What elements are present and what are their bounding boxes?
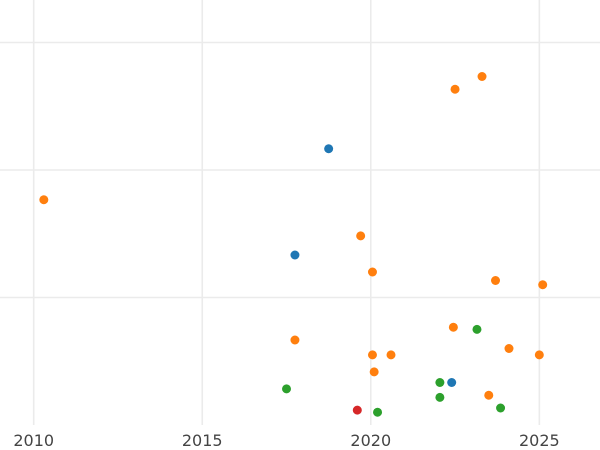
data-point-red (352, 405, 362, 415)
data-point-orange (290, 335, 300, 345)
data-point-orange (369, 367, 379, 377)
data-point-orange (356, 231, 366, 241)
data-point-green (472, 324, 482, 334)
data-point-green (373, 407, 383, 417)
data-point-green (435, 378, 445, 387)
data-point-orange (367, 267, 377, 277)
x-tick-label: 2025 (519, 431, 560, 450)
x-tick-label: 2015 (182, 431, 223, 450)
data-point-orange (504, 344, 514, 353)
data-point-orange (450, 84, 460, 94)
data-point-green (435, 392, 445, 402)
data-point-blue (447, 378, 457, 387)
data-point-orange (367, 350, 377, 360)
data-point-orange (484, 390, 494, 400)
data-point-orange (39, 195, 49, 205)
data-point-orange (477, 72, 487, 81)
data-point-green (282, 384, 292, 394)
data-point-blue (324, 144, 334, 154)
x-axis-tick-labels: 2010 2015 2020 2025 (13, 431, 559, 450)
x-tick-label: 2010 (13, 431, 54, 450)
data-point-orange (538, 280, 548, 290)
grid (0, 0, 600, 425)
data-point-orange (534, 350, 544, 360)
data-point-orange (448, 322, 458, 332)
data-points (39, 72, 548, 417)
data-point-orange (386, 350, 396, 360)
x-tick-label: 2020 (350, 431, 391, 450)
data-point-green (496, 403, 506, 413)
data-point-orange (491, 276, 501, 285)
data-point-blue (290, 250, 300, 260)
